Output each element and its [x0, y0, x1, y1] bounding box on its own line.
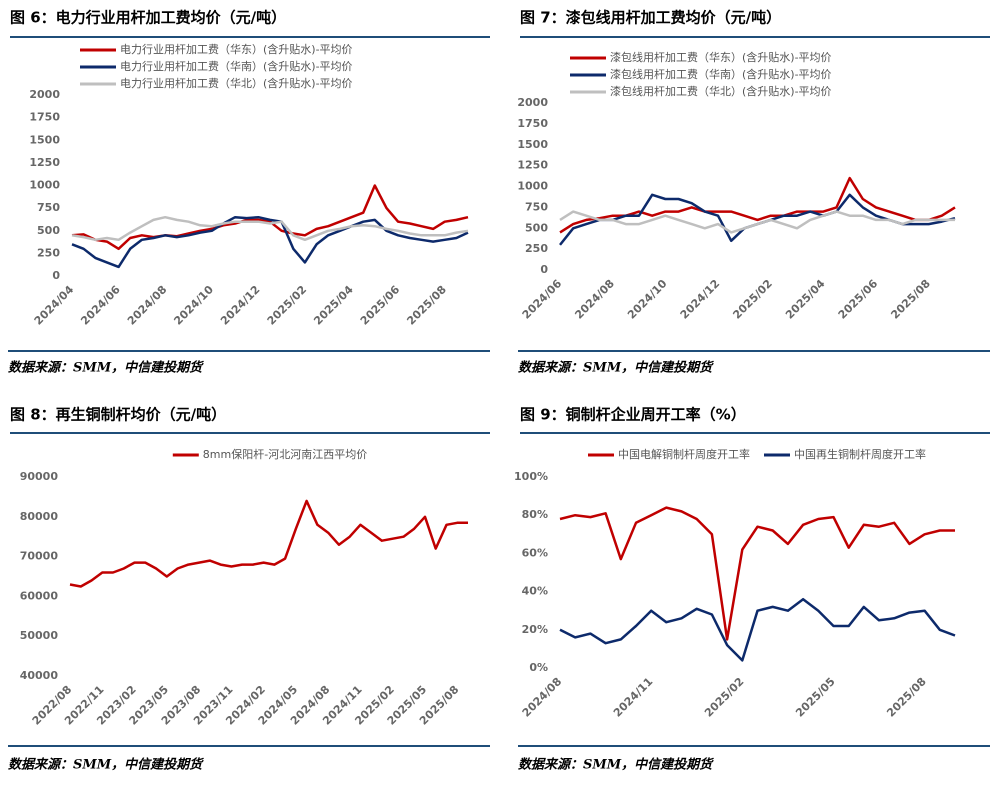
x-tick-label: 2024/08: [125, 283, 170, 328]
y-tick-label: 1000: [517, 180, 548, 193]
y-tick-label: 60000: [20, 589, 59, 602]
series-line: [559, 210, 955, 234]
x-tick-label: 2024/04: [32, 283, 77, 328]
x-tick-label: 2024/10: [625, 277, 670, 322]
y-tick-label: 60%: [522, 546, 548, 559]
y-tick-label: 750: [525, 200, 548, 213]
y-tick-label: 50000: [20, 629, 59, 642]
series-line: [71, 215, 469, 242]
x-tick-label: 2025/02: [265, 283, 310, 328]
y-tick-label: 90000: [20, 470, 59, 483]
y-tick-label: 0%: [529, 661, 548, 674]
y-tick-label: 80%: [522, 508, 548, 521]
y-tick-label: 40%: [522, 585, 548, 598]
y-tick-label: 250: [525, 242, 548, 255]
legend-label: 中国再生铜制杆周度开工率: [794, 447, 926, 461]
y-tick-label: 1750: [29, 111, 60, 124]
x-tick-label: 2025/08: [404, 283, 449, 328]
series-line: [71, 215, 469, 269]
source-note: 数据来源：SMM，中信建投期货: [8, 360, 204, 376]
y-tick-label: 70000: [20, 550, 59, 563]
legend-label: 8mm保阳杆-河北河南江西平均价: [203, 447, 367, 461]
y-tick-label: 20%: [522, 623, 548, 636]
x-tick-label: 2024/06: [78, 283, 123, 328]
y-tick-label: 1500: [29, 133, 60, 146]
x-tick-label: 2024/06: [520, 277, 565, 322]
y-tick-label: 500: [37, 224, 60, 237]
x-tick-label: 2025/02: [730, 277, 775, 322]
legend-label: 中国电解铜制杆周度开工率: [618, 447, 750, 461]
x-tick-label: 2024/10: [171, 283, 216, 328]
x-tick-label: 2025/06: [836, 277, 881, 322]
chart-title: 图 9：铜制杆企业周开工率（%）: [520, 406, 746, 424]
chart-title: 图 6：电力行业用杆加工费均价（元/吨）: [10, 9, 286, 27]
chart-title: 图 8：再生铜制杆均价（元/吨）: [10, 406, 226, 424]
y-tick-label: 2000: [29, 88, 60, 101]
x-tick-label: 2024/12: [218, 283, 263, 328]
series-line: [71, 184, 469, 251]
x-tick-label: 2025/06: [358, 283, 403, 328]
series-line: [559, 597, 956, 662]
x-tick-label: 2025/08: [884, 675, 929, 720]
y-tick-label: 1000: [29, 179, 60, 192]
x-tick-label: 2024/08: [572, 277, 617, 322]
y-tick-label: 1250: [29, 156, 60, 169]
legend-label: 电力行业用杆加工费（华东）(含升贴水)-平均价: [120, 42, 353, 56]
x-tick-label: 2025/08: [888, 277, 933, 322]
legend-label: 漆包线用杆加工费（华北）(含升贴水)-平均价: [610, 84, 832, 98]
x-tick-label: 2025/04: [783, 277, 828, 322]
x-tick-label: 2025/05: [793, 675, 838, 720]
y-tick-label: 80000: [20, 510, 59, 523]
y-tick-label: 2000: [517, 96, 548, 109]
legend-label: 漆包线用杆加工费（华东）(含升贴水)-平均价: [610, 50, 832, 64]
y-tick-label: 750: [37, 201, 60, 214]
x-tick-label: 2025/02: [702, 675, 747, 720]
source-note: 数据来源：SMM，中信建投期货: [8, 757, 204, 773]
y-tick-label: 0: [540, 263, 548, 276]
legend-label: 电力行业用杆加工费（华南）(含升贴水)-平均价: [120, 59, 353, 73]
x-tick-label: 2024/12: [678, 277, 723, 322]
source-note: 数据来源：SMM，中信建投期货: [518, 360, 714, 376]
series-line: [559, 506, 955, 641]
x-tick-label: 2024/08: [520, 675, 565, 720]
x-tick-label: 2024/11: [611, 675, 656, 720]
series-line: [69, 499, 468, 588]
y-tick-label: 1250: [517, 159, 548, 172]
y-tick-label: 250: [37, 246, 60, 259]
legend-label: 漆包线用杆加工费（华南）(含升贴水)-平均价: [610, 67, 832, 81]
y-tick-label: 500: [525, 221, 548, 234]
y-tick-label: 0: [52, 269, 60, 282]
x-tick-label: 2025/04: [311, 283, 356, 328]
y-tick-label: 40000: [20, 669, 59, 682]
source-note: 数据来源：SMM，中信建投期货: [518, 757, 714, 773]
y-tick-label: 1750: [517, 117, 548, 130]
chart-title: 图 7：漆包线用杆加工费均价（元/吨）: [520, 9, 781, 27]
y-tick-label: 1500: [517, 138, 548, 151]
y-tick-label: 100%: [514, 470, 548, 483]
legend-label: 电力行业用杆加工费（华北）(含升贴水)-平均价: [120, 76, 353, 90]
